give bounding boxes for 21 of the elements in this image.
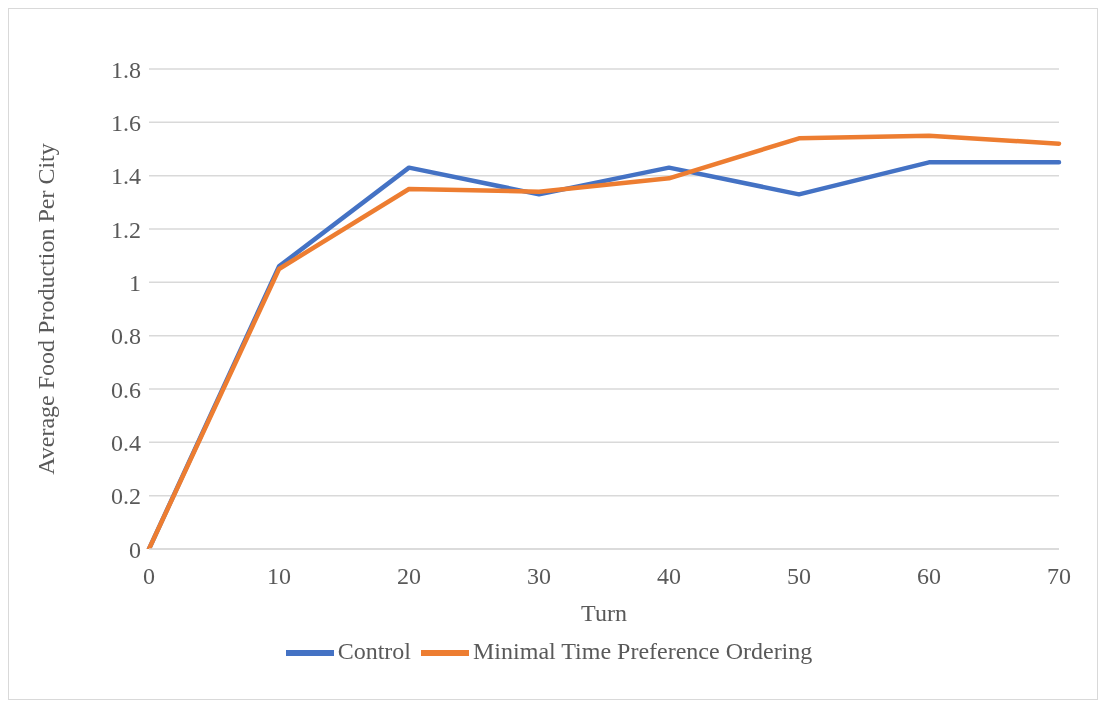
y-tick-label: 0.2 (111, 483, 141, 510)
x-tick-label: 70 (1047, 563, 1071, 590)
x-tick-label: 60 (917, 563, 941, 590)
x-tick-label: 20 (397, 563, 421, 590)
x-axis-title: Turn (581, 600, 627, 626)
x-tick-label: 30 (527, 563, 551, 590)
y-tick-label: 1.4 (111, 163, 141, 190)
y-tick-label: 1 (129, 269, 141, 296)
y-tick-label: 0.4 (111, 429, 141, 456)
y-tick-label: 1.6 (111, 109, 141, 136)
y-tick-label: 0 (129, 536, 141, 563)
x-tick-label: 10 (267, 563, 291, 590)
y-axis-title: Average Food Production Per City (32, 143, 59, 475)
y-tick-label: 0.6 (111, 376, 141, 403)
x-tick-label: 50 (787, 563, 811, 590)
y-tick-label: 1.8 (111, 56, 141, 83)
x-tick-label: 40 (657, 563, 681, 590)
y-tick-label: 1.2 (111, 216, 141, 243)
y-tick-label: 0.8 (111, 323, 141, 350)
legend-label: Control (337, 637, 412, 664)
legend-label: Minimal Time Preference Ordering (473, 637, 813, 664)
